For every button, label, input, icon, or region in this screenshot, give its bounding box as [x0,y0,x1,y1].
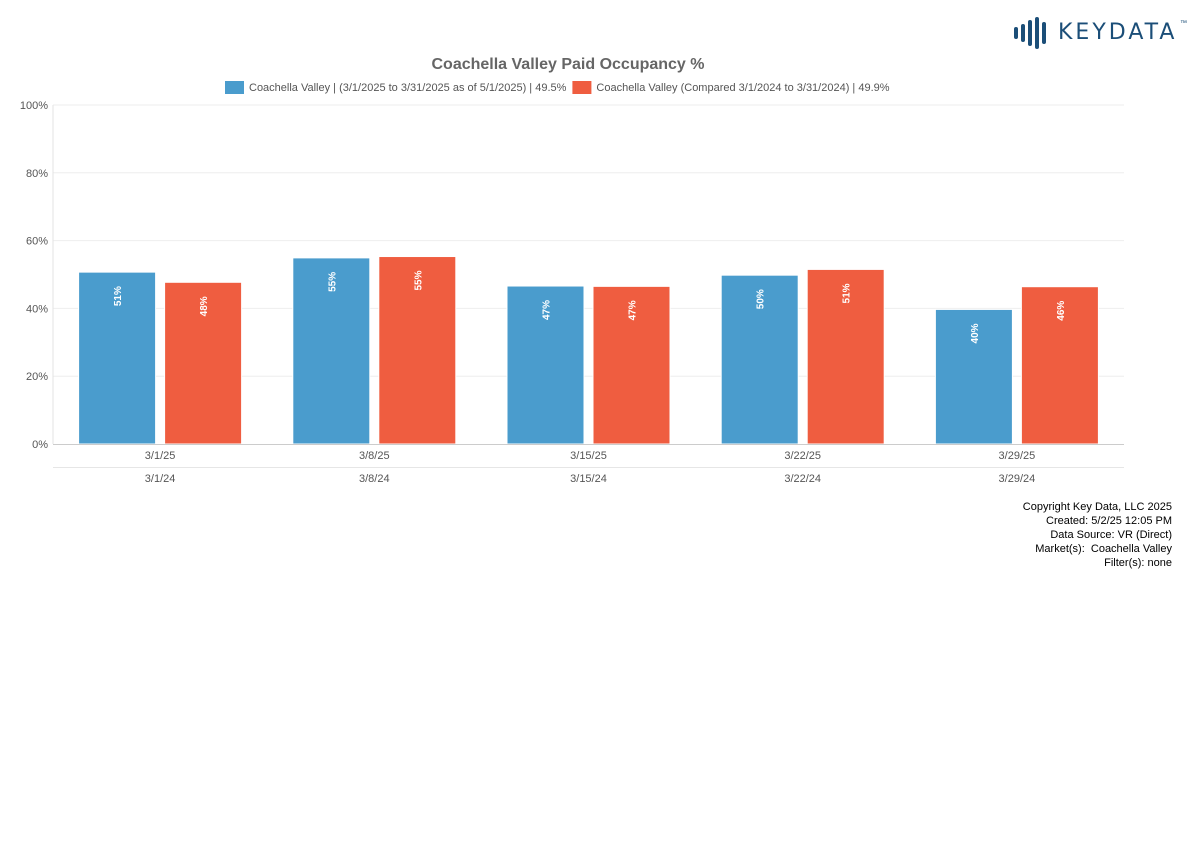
legend-item-2[interactable]: Coachella Valley (Compared 3/1/2024 to 3… [572,81,890,94]
chart-bars: 51% 48% 55% 55% 47% 47% 50% 51% 40% 46% [78,256,1099,445]
x-tick-label: 3/1/25 [145,450,176,462]
y-axis: 0% 20% 40% 60% 80% 100% [20,100,54,451]
bar-series1-3[interactable] [506,285,585,445]
x-tick-label-secondary: 3/15/24 [570,473,607,485]
bar-data-label: 55% [327,272,338,292]
footer-data-source: Data Source: VR (Direct) [1050,529,1172,541]
legend-item-1[interactable]: Coachella Valley | (3/1/2025 to 3/31/202… [225,81,567,94]
y-tick-label: 80% [26,168,48,180]
bar-series1-5[interactable] [934,308,1013,445]
legend-label: Coachella Valley (Compared 3/1/2024 to 3… [596,82,889,94]
bar-data-label: 51% [842,283,853,303]
y-tick-label: 100% [20,100,48,112]
bar-series2-4[interactable] [806,268,885,445]
logo-trademark: ™ [1180,20,1187,27]
footer-markets: Market(s): Coachella Valley [1035,543,1172,555]
y-tick-label: 60% [26,236,48,248]
bar-series2-3[interactable] [592,285,671,445]
x-tick-label-secondary: 3/29/24 [999,473,1036,485]
bar-data-label: 55% [413,270,424,290]
bar-data-label: 51% [113,286,124,306]
logo-bars-icon [1014,17,1046,49]
chart-footer: Copyright Key Data, LLC 2025 Created: 5/… [1023,500,1172,570]
bar-data-label: 48% [199,296,210,316]
legend-swatch [572,81,592,94]
chart: Coachella Valley Paid Occupancy % Coache… [20,56,1124,485]
bar-data-label: 46% [1056,301,1067,321]
x-tick-label-secondary: 3/8/24 [359,473,390,485]
bar-data-label: 50% [756,289,767,309]
legend-label: Coachella Valley | (3/1/2025 to 3/31/202… [249,82,567,94]
x-tick-label: 3/8/25 [359,450,390,462]
logo-wordmark: KEYDATA [1058,20,1178,45]
keydata-logo: KEYDATA ™ [1012,16,1192,50]
x-tick-label-secondary: 3/1/24 [145,473,176,485]
bar-data-label: 47% [628,300,639,320]
x-tick-label: 3/29/25 [999,450,1036,462]
bar-series1-4[interactable] [720,274,799,445]
bar-series2-2[interactable] [378,256,457,445]
bar-series2-5[interactable] [1020,286,1099,445]
y-tick-label: 0% [32,439,48,451]
y-tick-label: 20% [26,371,48,383]
x-axis: 3/1/25 3/1/24 3/8/25 3/8/24 3/15/25 3/15/24 3/… [53,444,1124,485]
y-tick-label: 40% [26,303,48,315]
chart-legend[interactable]: Coachella Valley | (3/1/2025 to 3/31/202… [225,81,890,94]
chart-title: Coachella Valley Paid Occupancy % [431,56,704,73]
footer-copyright: Copyright Key Data, LLC 2025 [1022,501,1172,513]
footer-created: Created: 5/2/25 12:05 PM [1046,515,1172,527]
legend-swatch [225,81,244,94]
bar-data-label: 40% [970,323,981,343]
x-tick-label: 3/15/25 [570,450,607,462]
x-tick-label: 3/22/25 [784,450,821,462]
x-tick-label-secondary: 3/22/24 [784,473,821,485]
footer-filters: Filter(s): none [1104,557,1172,569]
bar-data-label: 47% [542,300,553,320]
